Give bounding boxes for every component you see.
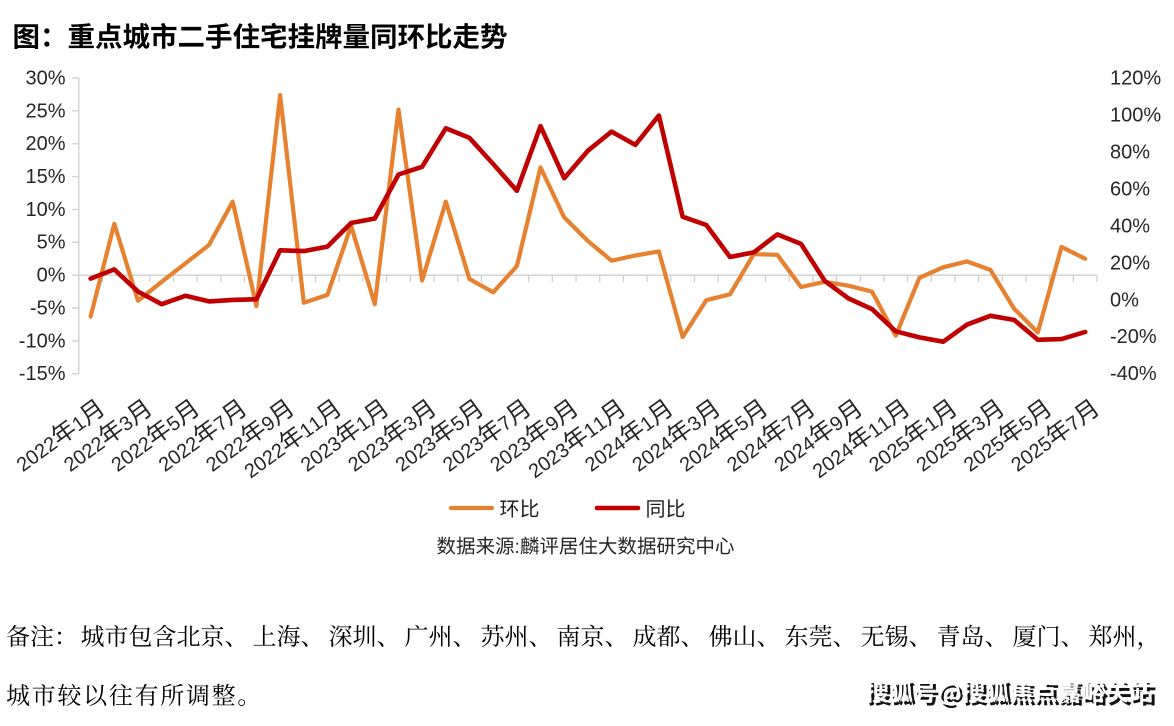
svg-text:-10%: -10% <box>19 330 66 352</box>
svg-text:-15%: -15% <box>19 363 66 385</box>
svg-text:10%: 10% <box>25 199 65 221</box>
svg-text:-5%: -5% <box>30 297 66 319</box>
svg-text:0%: 0% <box>37 265 66 287</box>
svg-text:0%: 0% <box>1110 289 1139 311</box>
svg-text:30%: 30% <box>25 67 65 89</box>
svg-text:25%: 25% <box>25 100 65 122</box>
svg-text:-40%: -40% <box>1110 363 1157 385</box>
svg-text:60%: 60% <box>1110 178 1150 200</box>
svg-text:100%: 100% <box>1110 104 1161 126</box>
svg-text:120%: 120% <box>1110 67 1161 89</box>
svg-text:20%: 20% <box>1110 252 1150 274</box>
svg-text:15%: 15% <box>25 166 65 188</box>
svg-text:20%: 20% <box>25 133 65 155</box>
svg-text:80%: 80% <box>1110 141 1150 163</box>
svg-text:5%: 5% <box>37 232 66 254</box>
svg-text:40%: 40% <box>1110 215 1150 237</box>
svg-text:-20%: -20% <box>1110 326 1157 348</box>
